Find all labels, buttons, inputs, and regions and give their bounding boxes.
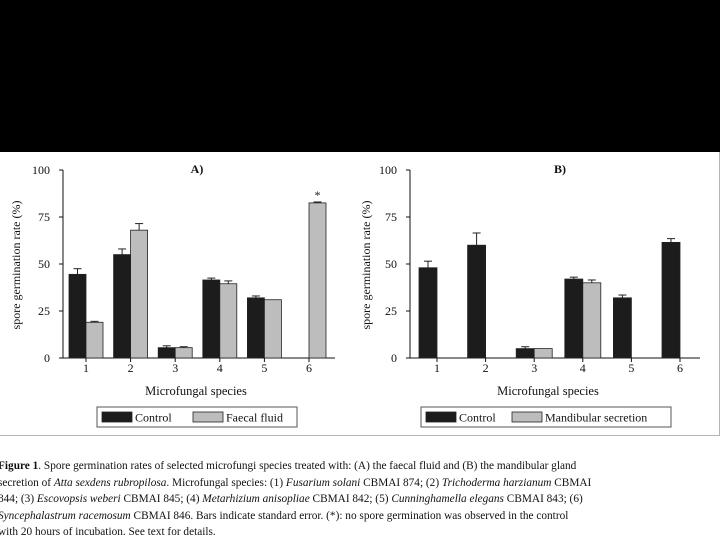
y-tick-label: 0 xyxy=(44,351,50,365)
x-axis-label: Microfungal species xyxy=(497,384,599,398)
bar-faecal-fluid xyxy=(130,229,149,359)
y-tick-label: 100 xyxy=(32,163,50,177)
caption-line-1: Figure 1. Spore germination rates of sel… xyxy=(0,460,577,472)
figure-caption: Figure 1. Spore germination rates of sel… xyxy=(0,458,720,541)
legend-swatch xyxy=(192,411,224,423)
x-tick-label: 3 xyxy=(172,361,178,375)
bar-mandibular-secretion xyxy=(533,348,553,359)
bar-faecal-fluid xyxy=(174,347,193,359)
legend-swatch xyxy=(101,411,133,423)
bar-faecal-fluid xyxy=(219,283,238,359)
x-tick-label: 4 xyxy=(580,361,586,375)
x-tick-label: 4 xyxy=(217,361,223,375)
chart-title: B) xyxy=(554,162,566,176)
x-tick-label: 2 xyxy=(128,361,134,375)
bar-control xyxy=(613,297,632,359)
y-axis-label: spore germination rate (%) xyxy=(9,201,23,330)
y-tick-label: 100 xyxy=(379,163,397,177)
bar-control xyxy=(515,348,535,359)
bar-control xyxy=(68,273,87,359)
significance-annotation: * xyxy=(315,188,321,202)
bar-control xyxy=(157,347,176,359)
x-tick-label: 1 xyxy=(83,361,89,375)
y-tick-label: 50 xyxy=(385,257,397,271)
x-tick-label: 5 xyxy=(628,361,634,375)
legend-swatch xyxy=(425,411,457,423)
y-tick-label: 25 xyxy=(38,304,50,318)
legend-swatch xyxy=(511,411,543,423)
x-tick-label: 3 xyxy=(531,361,537,375)
bar-mandibular-secretion xyxy=(582,282,602,359)
caption-figure-label: Figure 1 xyxy=(0,460,39,472)
bar-control xyxy=(661,241,681,359)
legend-label: Control xyxy=(459,411,496,425)
y-tick-label: 25 xyxy=(385,304,397,318)
caption-line-3: 844; (3) Escovopsis weberi CBMAI 845; (4… xyxy=(0,493,583,505)
caption-line-2: secretion of Atta sexdens rubropilosa. M… xyxy=(0,476,592,489)
legend-label: Faecal fluid xyxy=(226,411,283,425)
caption-line-5: with 20 hours of incubation. See text fo… xyxy=(0,526,216,538)
bar-faecal-fluid xyxy=(85,321,104,359)
legend-label: Mandibular secretion xyxy=(545,411,647,425)
legend-box xyxy=(420,406,672,428)
bar-control xyxy=(246,297,265,359)
x-tick-label: 2 xyxy=(483,361,489,375)
y-axis-label: spore germination rate (%) xyxy=(359,201,373,330)
bar-control xyxy=(467,244,487,359)
caption-line-4: Syncephalastrum racemosum CBMAI 846. Bar… xyxy=(0,509,569,522)
chart-title: A) xyxy=(191,162,204,176)
y-tick-label: 75 xyxy=(385,210,397,224)
x-tick-label: 1 xyxy=(434,361,440,375)
bar-faecal-fluid xyxy=(263,299,282,359)
bar-control xyxy=(418,267,438,359)
bar-control xyxy=(564,278,584,359)
x-tick-label: 6 xyxy=(306,361,312,375)
bar-control xyxy=(113,254,131,359)
y-tick-label: 75 xyxy=(38,210,50,224)
y-tick-label: 0 xyxy=(391,351,397,365)
y-tick-label: 50 xyxy=(38,257,50,271)
bar-control xyxy=(202,279,221,359)
legend-label: Control xyxy=(135,411,172,425)
x-tick-label: 5 xyxy=(261,361,267,375)
x-axis-label: Microfungal species xyxy=(145,384,247,398)
bar-faecal-fluid xyxy=(308,202,327,359)
top-black-band xyxy=(0,0,720,152)
x-tick-label: 6 xyxy=(677,361,683,375)
